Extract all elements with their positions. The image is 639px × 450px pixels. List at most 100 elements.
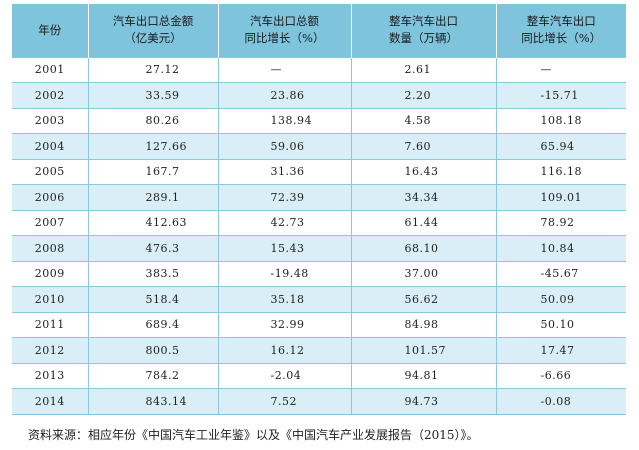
cell-year: 2005 [12, 158, 89, 185]
cell-export-value: 383.5 [87, 260, 219, 287]
cell-vehicle-growth: -6.66 [495, 362, 626, 389]
cell-year: 2001 [12, 56, 89, 83]
cell-vehicles: 61.44 [350, 209, 497, 236]
cell-vehicles: 84.98 [350, 311, 497, 338]
cell-export-value: 127.66 [87, 133, 219, 160]
cell-year: 2009 [12, 260, 89, 287]
cell-year: 2011 [12, 311, 89, 338]
cell-export-value: 167.7 [87, 158, 219, 185]
header-vehicle-growth: 整车汽车出口 同比增长（%） [495, 4, 626, 57]
table-header: 年份 汽车出口总金额 （亿美元） 汽车出口总额 同比增长（%） 整车汽车出口 数… [12, 4, 626, 57]
cell-value-growth: 23.86 [217, 82, 352, 109]
table-row: 2007 412.63 42.73 61.44 78.92 [12, 209, 626, 236]
cell-export-value: 784.2 [87, 362, 219, 389]
cell-export-value: 800.5 [87, 337, 219, 364]
cell-vehicle-growth: -45.67 [495, 260, 626, 287]
table-body: 2001 27.12—2.61—2002 33.59 23.86 2.20 -15.71 2… [12, 56, 626, 415]
cell-year: 2010 [12, 286, 89, 313]
header-vehicles: 整车汽车出口 数量（万辆） [350, 4, 497, 57]
table-row: 2005 167.7 31.36 16.43 116.18 [12, 158, 626, 185]
cell-value-growth: -19.48 [217, 260, 352, 287]
table-row: 2013 784.2 -2.04 94.81 -6.66 [12, 362, 626, 389]
cell-year: 2003 [12, 107, 89, 134]
cell-year: 2012 [12, 337, 89, 364]
cell-vehicles: 16.43 [350, 158, 497, 185]
cell-export-value: 518.4 [87, 286, 219, 313]
cell-export-value: 289.1 [87, 184, 219, 211]
header-vehicles-line1: 整车汽车出口 [389, 14, 458, 29]
cell-export-value: 476.3 [87, 235, 219, 262]
table-row: 2014 843.14 7.52 94.73 -0.08 [12, 388, 626, 415]
cell-vehicles: 68.10 [350, 235, 497, 262]
cell-value-growth: 59.06 [217, 133, 352, 160]
header-row: 年份 汽车出口总金额 （亿美元） 汽车出口总额 同比增长（%） 整车汽车出口 数… [12, 4, 626, 57]
table-row: 2004 127.66 59.06 7.60 65.94 [12, 133, 626, 160]
data-table-container: 年份 汽车出口总金额 （亿美元） 汽车出口总额 同比增长（%） 整车汽车出口 数… [12, 4, 626, 415]
cell-vehicles: 4.58 [350, 107, 497, 134]
table-row: 2001 27.12—2.61— [12, 56, 626, 83]
cell-value-growth: 32.99 [217, 311, 352, 338]
cell-vehicles: 2.20 [350, 82, 497, 109]
header-export-value: 汽车出口总金额 （亿美元） [87, 4, 219, 57]
table-row: 2003 80.26 138.94 4.58 108.18 [12, 107, 626, 134]
cell-value-growth: 72.39 [217, 184, 352, 211]
table-row: 2002 33.59 23.86 2.20 -15.71 [12, 82, 626, 109]
header-vehicles-line2: 数量（万辆） [389, 31, 458, 46]
cell-vehicle-growth: 78.92 [495, 209, 626, 236]
cell-export-value: 689.4 [87, 311, 219, 338]
cell-value-growth: -2.04 [217, 362, 352, 389]
cell-vehicle-growth: -15.71 [495, 82, 626, 109]
cell-year: 2014 [12, 388, 89, 415]
header-value-growth-line1: 汽车出口总额 [250, 14, 319, 29]
header-export-value-line1: 汽车出口总金额 [112, 14, 194, 29]
table-row: 2012 800.5 16.12 101.57 17.47 [12, 337, 626, 364]
auto-export-table: 年份 汽车出口总金额 （亿美元） 汽车出口总额 同比增长（%） 整车汽车出口 数… [12, 4, 626, 415]
header-export-value-line2: （亿美元） [124, 31, 182, 46]
cell-export-value: 412.63 [87, 209, 219, 236]
cell-vehicle-growth: 108.18 [495, 107, 626, 134]
cell-export-value: 80.26 [87, 107, 219, 134]
cell-vehicle-growth: 50.09 [495, 286, 626, 313]
cell-year: 2007 [12, 209, 89, 236]
table-row: 2010 518.4 35.18 56.62 50.09 [12, 286, 626, 313]
cell-vehicle-growth: -0.08 [495, 388, 626, 415]
header-year: 年份 [12, 4, 89, 57]
header-value-growth-line2: 同比增长（%） [244, 31, 325, 46]
header-vehicle-growth-line2: 同比增长（%） [521, 31, 602, 46]
cell-value-growth: 35.18 [217, 286, 352, 313]
table-row: 2011 689.4 32.99 84.98 50.10 [12, 311, 626, 338]
cell-vehicle-growth: 116.18 [495, 158, 626, 185]
cell-vehicles: 2.61 [350, 56, 497, 83]
cell-value-growth: 16.12 [217, 337, 352, 364]
cell-vehicle-growth: 65.94 [495, 133, 626, 160]
cell-value-growth: 42.73 [217, 209, 352, 236]
cell-year: 2013 [12, 362, 89, 389]
header-value-growth: 汽车出口总额 同比增长（%） [217, 4, 352, 57]
cell-year: 2002 [12, 82, 89, 109]
cell-export-value: 33.59 [87, 82, 219, 109]
cell-value-growth: 7.52 [217, 388, 352, 415]
cell-year: 2004 [12, 133, 89, 160]
cell-value-growth: 31.36 [217, 158, 352, 185]
table-row: 2009 383.5 -19.48 37.00 -45.67 [12, 260, 626, 287]
cell-vehicles: 7.60 [350, 133, 497, 160]
cell-value-growth: 138.94 [217, 107, 352, 134]
cell-value-growth: — [217, 56, 352, 83]
source-note: 资料来源：相应年份《中国汽车工业年鉴》以及《中国汽车产业发展报告（2015）》。 [28, 428, 479, 442]
cell-vehicles: 101.57 [350, 337, 497, 364]
cell-year: 2006 [12, 184, 89, 211]
cell-vehicle-growth: 50.10 [495, 311, 626, 338]
cell-vehicle-growth: 109.01 [495, 184, 626, 211]
cell-vehicle-growth: — [495, 56, 626, 83]
cell-vehicles: 56.62 [350, 286, 497, 313]
cell-vehicles: 94.73 [350, 388, 497, 415]
cell-vehicles: 94.81 [350, 362, 497, 389]
cell-vehicle-growth: 10.84 [495, 235, 626, 262]
cell-vehicles: 34.34 [350, 184, 497, 211]
cell-value-growth: 15.43 [217, 235, 352, 262]
cell-export-value: 843.14 [87, 388, 219, 415]
cell-vehicle-growth: 17.47 [495, 337, 626, 364]
header-year-line1: 年份 [38, 22, 62, 37]
cell-year: 2008 [12, 235, 89, 262]
table-row: 2008 476.3 15.43 68.10 10.84 [12, 235, 626, 262]
